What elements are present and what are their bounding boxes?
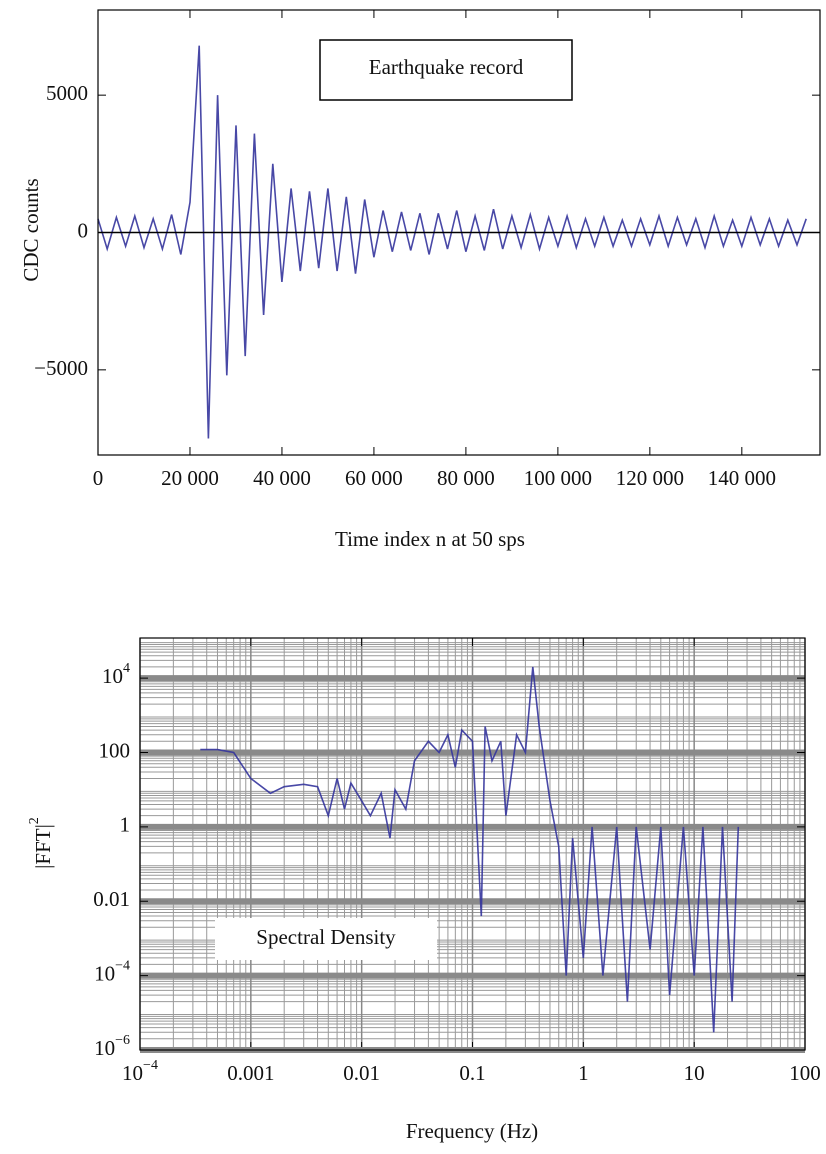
y-tick-label: 0	[78, 218, 89, 242]
x-axis-label: Time index n at 50 sps	[335, 527, 525, 551]
plot-frame	[139, 637, 806, 1051]
y-tick-label: 100	[99, 738, 131, 762]
data-line	[200, 666, 740, 1033]
x-tick-label: 1	[578, 1061, 589, 1085]
tick-label-base: 140 000	[708, 466, 776, 490]
tick-label-exponent: −6	[115, 1033, 130, 1048]
x-tick-label: 100	[789, 1061, 821, 1085]
tick-label-exponent: −4	[143, 1058, 158, 1073]
y-tick-label: −5000	[34, 356, 88, 380]
x-tick-label: 40 000	[253, 466, 311, 490]
tick-label-exponent: 4	[123, 661, 130, 676]
y-tick-label: 10−4	[94, 959, 130, 986]
y-axis-label-exponent: 2	[27, 817, 42, 824]
x-tick-label: 10−4	[122, 1058, 158, 1085]
x-axis-label: Frequency (Hz)	[406, 1119, 538, 1143]
x-tick-label: 10	[684, 1061, 705, 1085]
tick-label-base: 20 000	[161, 466, 219, 490]
x-tick-label: 0	[93, 466, 104, 490]
y-axis-label: CDC counts	[19, 178, 43, 281]
x-tick-label: 0.001	[227, 1061, 274, 1085]
y-axis-label: |FFT|2	[27, 817, 55, 869]
x-tick-label: 0.01	[343, 1061, 380, 1085]
x-tick-label: 100 000	[524, 466, 592, 490]
tick-label-base: 10	[94, 1036, 115, 1060]
data-line	[97, 45, 807, 439]
plot-frame	[97, 9, 821, 456]
tick-label-base: 60 000	[345, 466, 403, 490]
y-tick-label: 104	[102, 661, 130, 688]
tick-label-base: 10	[94, 961, 115, 985]
tick-label-base: 80 000	[437, 466, 495, 490]
x-tick-label: 120 000	[616, 466, 684, 490]
chart-title: Spectral Density	[256, 925, 396, 949]
y-tick-label: 0.01	[93, 887, 130, 911]
y-tick-label: 10−6	[94, 1033, 130, 1060]
title-box	[215, 918, 437, 960]
x-tick-label: 140 000	[708, 466, 776, 490]
x-tick-label: 20 000	[161, 466, 219, 490]
x-tick-label: 0.1	[459, 1061, 485, 1085]
title-box	[319, 39, 573, 101]
y-axis-label-text: |FFT|	[31, 824, 55, 869]
tick-label-base: 10	[122, 1061, 143, 1085]
tick-label-base: 40 000	[253, 466, 311, 490]
tick-label-base: 120 000	[616, 466, 684, 490]
x-tick-label: 60 000	[345, 466, 403, 490]
y-tick-label: 5000	[46, 81, 88, 105]
y-tick-label: 1	[120, 813, 131, 837]
tick-label-base: 10	[102, 664, 123, 688]
chart-title: Earthquake record	[369, 55, 524, 79]
tick-label-exponent: −4	[115, 959, 130, 974]
tick-label-base: 100 000	[524, 466, 592, 490]
tick-label-base: −5000	[34, 356, 88, 380]
x-tick-label: 80 000	[437, 466, 495, 490]
